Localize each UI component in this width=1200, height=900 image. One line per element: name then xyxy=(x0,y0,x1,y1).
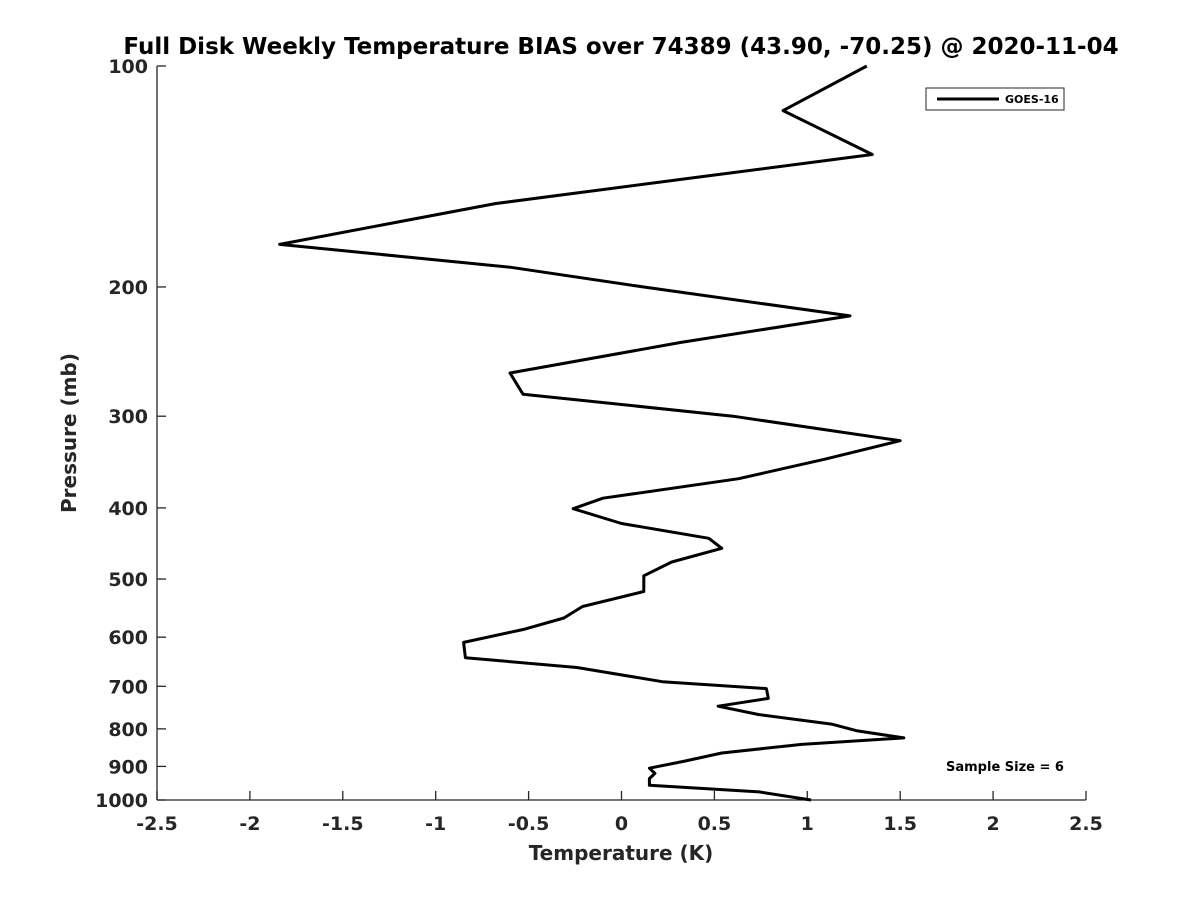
y-tick-label: 900 xyxy=(108,756,148,778)
y-tick-label: 100 xyxy=(108,56,148,78)
x-tick-label: -2 xyxy=(239,813,260,835)
x-tick-label: -1 xyxy=(425,813,446,835)
y-tick-label: 700 xyxy=(108,676,148,698)
y-tick-label: 300 xyxy=(108,406,148,428)
x-tick-label: 1.5 xyxy=(883,813,917,835)
x-axis-label: Temperature (K) xyxy=(529,841,714,865)
y-tick-label: 800 xyxy=(108,719,148,741)
x-tick-label: 0 xyxy=(615,813,628,835)
x-tick-label: 0.5 xyxy=(698,813,732,835)
x-tick-label: 1 xyxy=(801,813,814,835)
sample-size-annotation: Sample Size = 6 xyxy=(946,760,1064,775)
x-ticks: -2.5 -2 -1.5 -1 -0.5 0 0.5 1 1.5 2 2.5 xyxy=(136,791,1103,835)
series-layer xyxy=(278,64,906,802)
series-line-goes-16 xyxy=(278,64,906,802)
y-ticks: 100 200 300 400 500 600 700 800 900 1000 xyxy=(95,56,166,812)
x-tick-label: -0.5 xyxy=(508,813,550,835)
x-tick-label: -2.5 xyxy=(136,813,178,835)
legend-label-goes-16: GOES-16 xyxy=(1005,93,1059,106)
legend: GOES-16 xyxy=(925,87,1065,111)
y-axis-label: Pressure (mb) xyxy=(57,353,81,513)
y-tick-label: 1000 xyxy=(95,790,148,812)
y-tick-label: 400 xyxy=(108,498,148,520)
y-tick-label: 500 xyxy=(108,569,148,591)
x-tick-label: 2.5 xyxy=(1069,813,1103,835)
x-tick-label: -1.5 xyxy=(322,813,364,835)
x-tick-label: 2 xyxy=(986,813,999,835)
chart-title: Full Disk Weekly Temperature BIAS over 7… xyxy=(123,34,1118,60)
y-tick-label: 200 xyxy=(108,277,148,299)
y-tick-label: 600 xyxy=(108,627,148,649)
